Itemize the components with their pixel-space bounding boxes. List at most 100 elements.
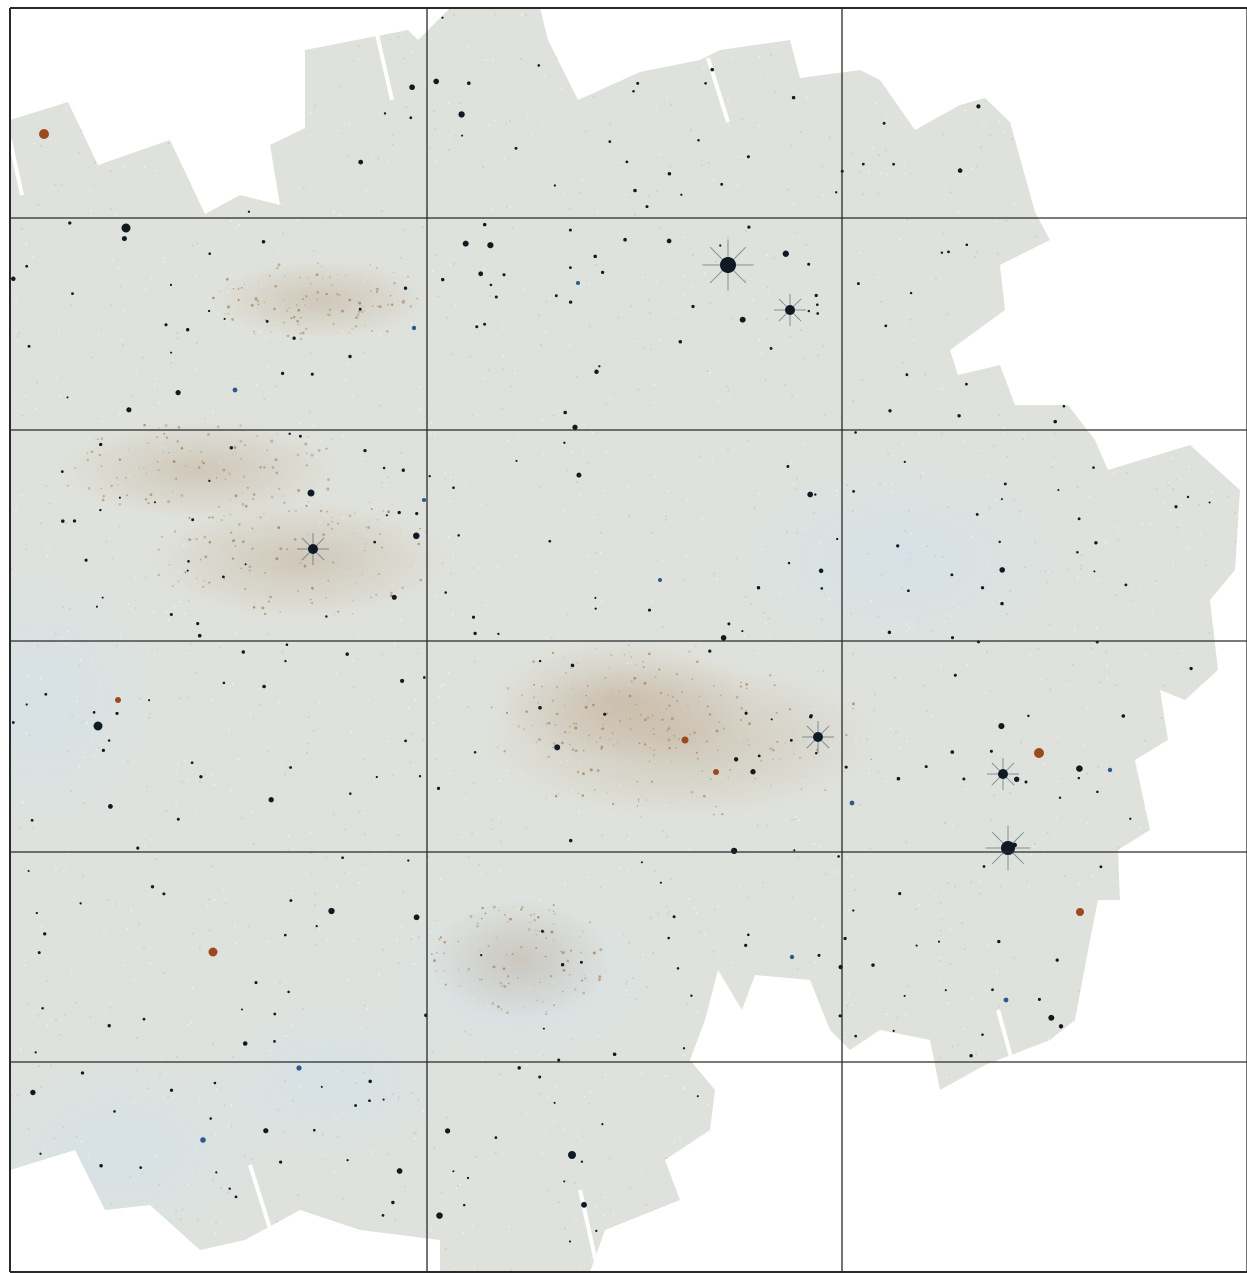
field-star xyxy=(1096,790,1099,794)
noise-grain xyxy=(127,603,130,605)
noise-grain xyxy=(941,25,944,28)
noise-grain xyxy=(158,402,160,404)
noise-grain xyxy=(750,603,753,605)
noise-grain xyxy=(908,510,910,513)
noise-grain xyxy=(1199,532,1201,535)
field-star xyxy=(976,104,981,109)
noise-grain xyxy=(876,276,879,278)
dust-speck xyxy=(666,728,670,732)
field-star xyxy=(608,140,612,143)
dust-speck xyxy=(492,905,496,909)
dust-speck xyxy=(729,769,732,771)
noise-grain xyxy=(961,1238,964,1240)
field-star xyxy=(576,472,582,478)
dust-speck xyxy=(303,564,307,568)
dust-speck xyxy=(562,968,566,972)
dust-speck xyxy=(311,586,314,590)
noise-grain xyxy=(435,594,437,597)
noise-grain xyxy=(195,368,198,371)
noise-grain xyxy=(796,532,799,534)
noise-grain xyxy=(630,305,633,308)
noise-grain xyxy=(1027,1251,1029,1254)
noise-grain xyxy=(1155,339,1158,341)
noise-grain xyxy=(793,1017,795,1019)
dust-speck xyxy=(364,309,366,312)
noise-grain xyxy=(627,839,630,841)
dust-speck xyxy=(569,743,571,746)
noise-grain xyxy=(358,811,360,814)
noise-grain xyxy=(1106,678,1108,680)
orange-star xyxy=(713,769,719,775)
noise-grain xyxy=(1057,280,1060,283)
field-star xyxy=(1012,842,1017,848)
noise-grain xyxy=(873,709,875,711)
noise-grain xyxy=(242,193,245,195)
noise-grain xyxy=(472,782,475,785)
noise-grain xyxy=(634,214,636,216)
noise-grain xyxy=(279,249,281,251)
noise-grain xyxy=(1229,345,1231,347)
noise-grain xyxy=(65,109,68,111)
noise-grain xyxy=(674,311,676,314)
dust-speck xyxy=(635,663,638,666)
noise-grain xyxy=(230,789,232,791)
noise-grain xyxy=(614,1226,616,1228)
dust-speck xyxy=(238,523,241,526)
noise-grain xyxy=(1168,914,1171,916)
field-star xyxy=(817,953,821,957)
noise-grain xyxy=(1180,26,1182,28)
noise-grain xyxy=(152,610,155,613)
noise-grain xyxy=(1067,73,1070,75)
field-star xyxy=(730,847,738,855)
dust-speck xyxy=(317,449,321,452)
noise-grain xyxy=(566,469,568,472)
dust-speck xyxy=(220,519,223,521)
noise-grain xyxy=(803,1199,806,1201)
noise-grain xyxy=(1153,844,1155,846)
noise-grain xyxy=(1138,1185,1140,1188)
dust-speck xyxy=(506,687,510,690)
noise-grain xyxy=(219,646,222,649)
dust-speck xyxy=(277,526,281,530)
dust-speck xyxy=(329,314,332,317)
noise-grain xyxy=(571,451,574,453)
noise-grain xyxy=(1214,137,1217,140)
noise-grain xyxy=(60,183,63,186)
field-star xyxy=(358,159,364,165)
noise-grain xyxy=(139,697,142,700)
noise-grain xyxy=(441,793,443,795)
noise-grain xyxy=(1207,103,1209,106)
noise-grain xyxy=(899,747,902,749)
noise-grain xyxy=(405,106,408,108)
noise-grain xyxy=(1135,585,1137,588)
noise-grain xyxy=(1066,365,1069,367)
noise-grain xyxy=(637,388,639,391)
noise-grain xyxy=(1132,1196,1135,1198)
noise-grain xyxy=(986,944,989,946)
noise-grain xyxy=(382,948,384,951)
dust-speck xyxy=(708,713,712,716)
dust-speck xyxy=(296,453,300,457)
sky-grid xyxy=(9,7,1247,1273)
noise-grain xyxy=(541,419,544,421)
noise-grain xyxy=(756,824,759,827)
noise-grain xyxy=(1069,1138,1072,1141)
noise-grain xyxy=(944,295,947,297)
field-star xyxy=(612,1052,617,1057)
dust-speck xyxy=(390,591,393,595)
noise-grain xyxy=(840,416,843,419)
noise-grain xyxy=(422,738,425,741)
noise-grain xyxy=(378,974,380,977)
field-star xyxy=(458,111,465,118)
noise-grain xyxy=(381,481,383,484)
dust-speck xyxy=(261,606,265,610)
noise-grain xyxy=(184,612,186,615)
dust-speck xyxy=(637,800,640,802)
noise-grain xyxy=(568,344,571,346)
noise-grain xyxy=(107,899,109,901)
noise-grain xyxy=(1187,547,1190,550)
noise-grain xyxy=(525,14,527,16)
dust-speck xyxy=(160,535,164,538)
noise-grain xyxy=(1172,1068,1175,1070)
field-star xyxy=(909,291,913,295)
